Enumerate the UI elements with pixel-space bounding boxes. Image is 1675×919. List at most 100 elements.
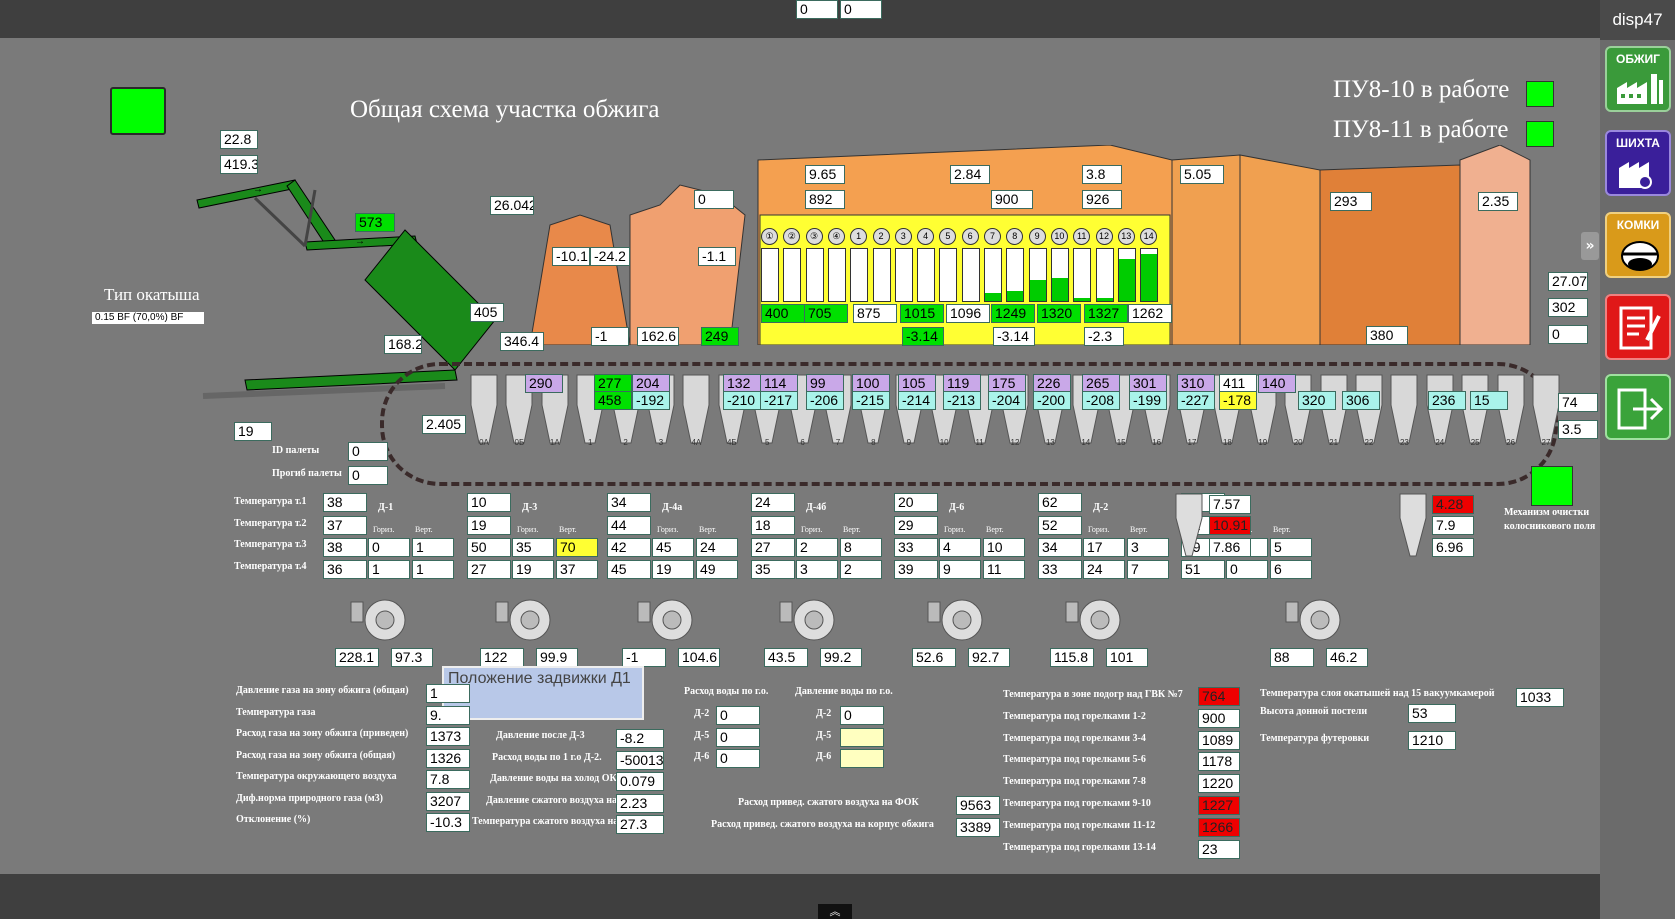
sinter-chain (380, 362, 1558, 486)
temp-t1-label: Температура т.1 (234, 496, 307, 507)
burner-id: 12 (1095, 228, 1113, 245)
zone-temp: 1320 (1037, 304, 1081, 323)
conveyor-value-5: 168.2 (384, 335, 422, 354)
damper-d4a-name: Д-4а (662, 502, 683, 513)
water-row-name: Д-2 (694, 708, 710, 719)
hopper-icon (682, 374, 710, 444)
hopper-bottom-value: 320 (1298, 391, 1336, 410)
layer-label: Температура слоя окатышей над 15 вакуумк… (1260, 688, 1495, 699)
damper-d2-temp: 33 (1038, 560, 1082, 579)
damper-d2-vert: 3 (1127, 538, 1169, 557)
damper-d2-vert: 7 (1127, 560, 1169, 579)
water-pressure-value: 0 (840, 706, 884, 725)
damper-d2-temp: 62 (1038, 493, 1082, 512)
nav-charge-button[interactable]: ШИХТА (1605, 130, 1671, 196)
fan-value-b: 104.6 (678, 648, 720, 667)
damper-d4b-vert-label: Верт. (843, 525, 861, 534)
hopper-label: 16 (1152, 438, 1162, 447)
hopper-label: 14 (1081, 438, 1091, 447)
temp-t3-label: Температура т.3 (234, 539, 307, 550)
gas-value: 1373 (426, 727, 470, 746)
hopper-label: 2 (623, 438, 628, 447)
damper-d6-vert-label: Верт. (986, 525, 1004, 534)
nav-report-button[interactable] (1605, 294, 1671, 360)
zone-temp: 1262 (1128, 304, 1172, 323)
damper-d2-horiz: 17 (1083, 538, 1125, 557)
fan-value-b: 46.2 (1326, 648, 1368, 667)
hopper-label: 3 (658, 438, 664, 447)
cyclone-1-c: 7.86 (1209, 538, 1251, 557)
gas-value: 9. (426, 705, 470, 725)
gas-value: 1 (426, 684, 470, 703)
damper-d4b-temp: 27 (751, 538, 795, 557)
nav-burn-button[interactable]: ОБЖИГ (1605, 46, 1671, 112)
nav-lumps-button[interactable]: КОМКИ (1605, 212, 1671, 278)
mixing-factory-icon (1619, 162, 1652, 189)
fan-value-a: 228.1 (335, 648, 379, 667)
status-pu811-label: ПУ8-11 в работе (1333, 116, 1509, 143)
pressure-1: -3.14 (902, 327, 944, 346)
hopper-label: 22 (1364, 438, 1374, 447)
report-edit-icon (1619, 306, 1661, 350)
conveyor-value-6: 19 (234, 422, 272, 441)
mid-label: Расход воды по 1 г.о Д-2. (492, 751, 602, 763)
burner-temp-label: Температура под горелками 7-8 (1003, 776, 1146, 788)
damper-d1-horiz: 0 (368, 538, 410, 557)
water-pressure-header: Давление воды по г.о. (795, 686, 893, 697)
burner-temp-value: 23 (1198, 839, 1240, 859)
hopper-icon (1390, 374, 1418, 444)
nav-exit-button[interactable] (1605, 374, 1671, 440)
burner-level (1096, 298, 1113, 301)
burner-id: 6 (961, 228, 979, 245)
pellet-type-label: Тип окатыша (104, 285, 200, 304)
zone-temp: 400 (761, 304, 805, 323)
damper-position-tooltip: Положение задвижки Д1 % (442, 666, 644, 720)
kiln-right-1: 27.07 (1548, 272, 1588, 291)
hopper-top-value: 310 (1177, 374, 1215, 393)
exit-icon (1617, 388, 1664, 430)
layer-label: Температура футеровки (1260, 733, 1370, 744)
kiln-b3: 2.84 (950, 165, 990, 184)
hopper-label: 8 (871, 438, 876, 447)
cyclone-1-icon (1175, 493, 1203, 557)
pressure-2: -3.14 (993, 327, 1035, 346)
status-pu811-lamp (1526, 121, 1554, 147)
burner-id: 1 (850, 228, 868, 245)
hopper-label: 24 (1435, 438, 1445, 447)
cyclone-2-a: 4.28 (1432, 495, 1474, 514)
fan-icon (779, 599, 835, 641)
hopper-label: 13 (1045, 438, 1055, 447)
hopper-bottom-value: -214 (898, 391, 936, 410)
damper-d4a-temp: 42 (607, 538, 651, 557)
expand-up-icon[interactable]: ︽ (818, 904, 852, 919)
collapse-nav-icon[interactable]: » (1581, 232, 1599, 260)
fan-icon (637, 599, 693, 641)
hopper-label: 1А (549, 438, 560, 447)
damper-d1-vert: 1 (412, 538, 454, 557)
mid-value: -50013 (616, 750, 664, 770)
burner-column (1028, 248, 1047, 302)
water-pressure-value (840, 749, 884, 768)
gas-value: 1326 (426, 748, 470, 768)
damper-d6-horiz-label: Гориз. (944, 525, 966, 534)
grate-cleaner-label-1: Механизм очистки (1504, 507, 1590, 518)
gas-label: Температура газа (236, 706, 316, 718)
damper-d4a-horiz: 45 (652, 538, 694, 557)
air-value: 9563 (956, 796, 1000, 815)
damper-d4a-horiz: 19 (652, 560, 694, 579)
burner-column (761, 248, 779, 302)
burner-level (985, 293, 1001, 301)
damper-d4b-vert: 2 (840, 560, 882, 579)
layer-value: 53 (1408, 704, 1456, 723)
damper-d1-temp: 36 (323, 560, 367, 579)
burner-temp-value: 1227 (1198, 796, 1240, 815)
damper-d4b-horiz: 2 (796, 538, 838, 557)
burner-column (894, 248, 913, 302)
conveyor-value-2: 419.3 (220, 155, 258, 174)
burner-column (1073, 248, 1092, 302)
water-row-name-2: Д-6 (816, 751, 832, 762)
damper-d4b-vert: 8 (840, 538, 882, 557)
burner-level (1074, 298, 1091, 301)
hopper-top-value: 411 (1219, 374, 1257, 393)
burner-id: 4 (917, 228, 935, 245)
